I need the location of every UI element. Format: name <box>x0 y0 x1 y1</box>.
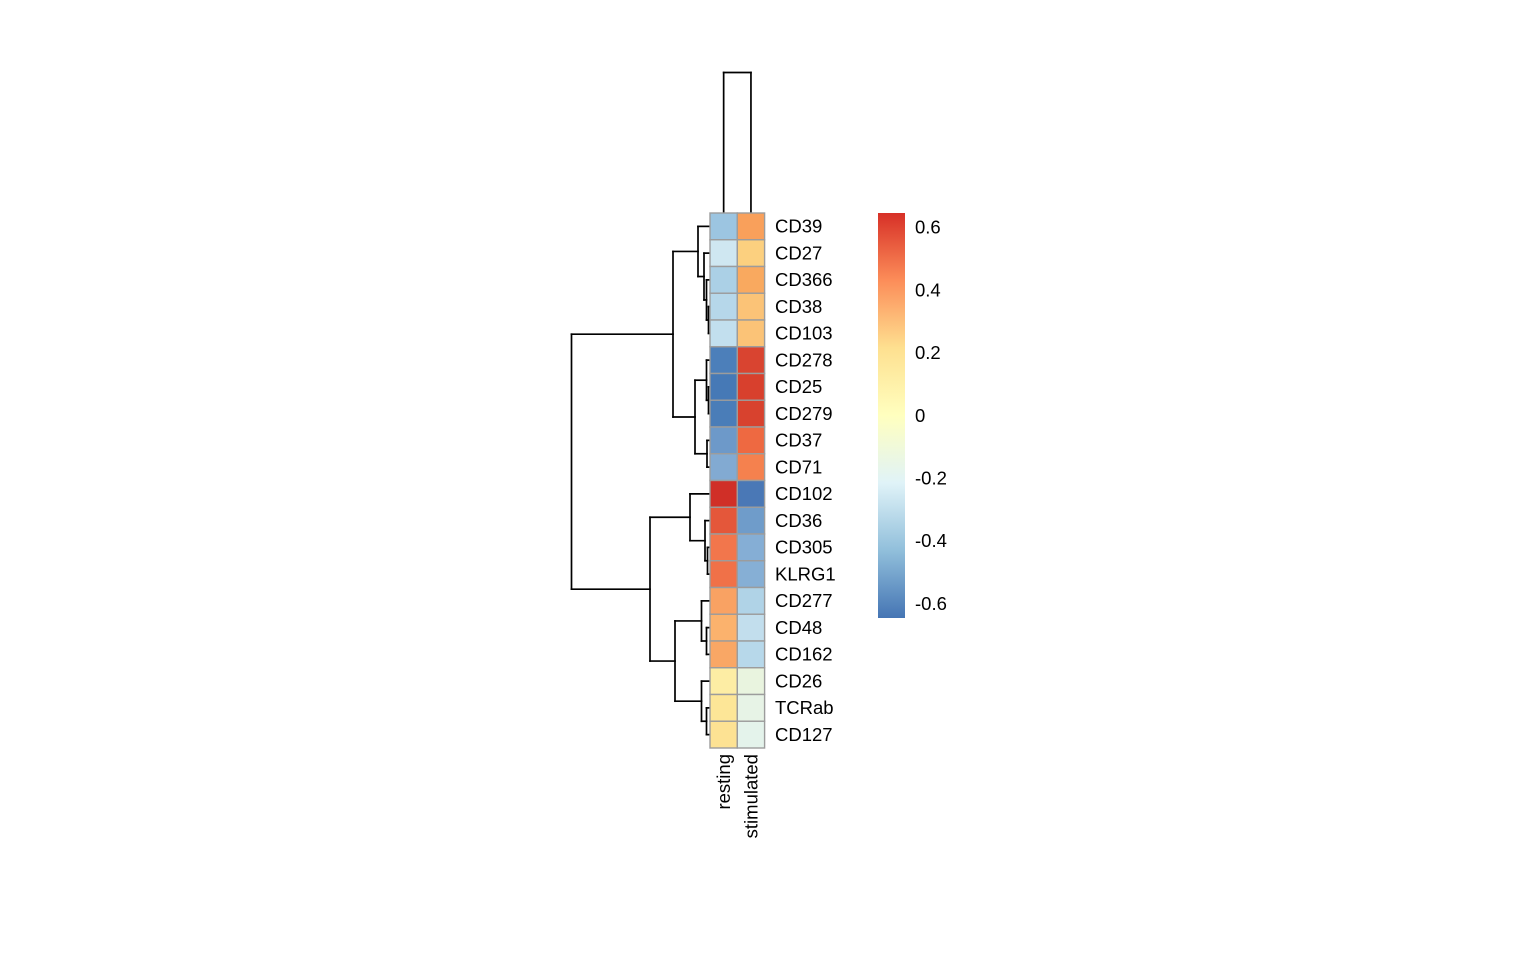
heatmap-cell-CD278-stimulated <box>736 346 766 375</box>
column-labels: resting stimulated <box>713 754 761 838</box>
row-label-CD366: CD366 <box>775 269 833 290</box>
heatmap-cell-CD48-resting <box>709 613 738 642</box>
row-dendrogram <box>570 225 711 736</box>
heatmap-cell-CD305-stimulated <box>736 533 766 562</box>
heatmap-cell-CD127-resting <box>709 720 738 749</box>
row-label-TCRab: TCRab <box>775 697 834 718</box>
heatmap-cell-CD366-stimulated <box>736 265 766 294</box>
row-label-CD37: CD37 <box>775 430 822 451</box>
colorbar-tick-label: -0.6 <box>915 593 947 614</box>
column-dendrogram <box>722 71 752 214</box>
heatmap-cell-CD277-resting <box>709 586 738 615</box>
heatmap-cell-CD103-resting <box>709 319 738 348</box>
row-label-CD25: CD25 <box>775 376 822 397</box>
heatmap-cell-CD37-stimulated <box>736 426 766 455</box>
colorbar-tick-label: 0.2 <box>915 342 941 363</box>
row-label-CD279: CD279 <box>775 403 833 424</box>
heatmap-cell-CD71-stimulated <box>736 453 766 482</box>
heatmap-cell-CD162-resting <box>709 640 738 669</box>
heatmap-cell-KLRG1-stimulated <box>736 560 766 589</box>
heatmap-cell-CD27-stimulated <box>736 239 766 268</box>
heatmap-cell-CD39-resting <box>709 212 738 241</box>
heatmap-cell-TCRab-resting <box>709 693 738 722</box>
colorbar-tick-label: 0.6 <box>915 217 941 238</box>
column-label-stimulated: stimulated <box>740 754 761 838</box>
heatmap-cell-KLRG1-resting <box>709 560 738 589</box>
heatmap-cell-CD48-stimulated <box>736 613 766 642</box>
row-label-CD38: CD38 <box>775 296 822 317</box>
heatmap-grid <box>709 212 766 749</box>
heatmap-cell-CD278-resting <box>709 346 738 375</box>
heatmap-cell-CD277-stimulated <box>736 586 766 615</box>
row-label-CD39: CD39 <box>775 216 822 237</box>
heatmap-cell-CD162-stimulated <box>736 640 766 669</box>
colorbar-tick-label: -0.2 <box>915 467 947 488</box>
heatmap-cell-CD38-resting <box>709 292 738 321</box>
colorbar-tick-label: 0.4 <box>915 279 941 300</box>
heatmap-cell-CD102-stimulated <box>736 479 766 508</box>
row-label-KLRG1: KLRG1 <box>775 563 836 584</box>
heatmap-cell-CD26-stimulated <box>736 667 766 696</box>
colorbar-tick-label: 0 <box>915 405 925 426</box>
heatmap-cell-CD38-stimulated <box>736 292 766 321</box>
row-label-CD103: CD103 <box>775 323 833 344</box>
row-label-CD277: CD277 <box>775 590 833 611</box>
row-label-CD71: CD71 <box>775 456 822 477</box>
row-labels: CD39 CD27 CD366 CD38 CD103 CD278 CD25 CD279 CD37… <box>775 216 836 745</box>
row-label-CD48: CD48 <box>775 617 822 638</box>
heatmap-cell-CD27-resting <box>709 239 738 268</box>
heatmap-cell-CD25-resting <box>709 372 738 401</box>
colorbar <box>878 213 905 618</box>
row-label-CD36: CD36 <box>775 510 822 531</box>
heatmap-cell-CD366-resting <box>709 265 738 294</box>
row-label-CD162: CD162 <box>775 644 833 665</box>
row-label-CD278: CD278 <box>775 349 833 370</box>
heatmap-cell-CD102-resting <box>709 479 738 508</box>
heatmap-cell-CD37-resting <box>709 426 738 455</box>
heatmap-cell-CD279-stimulated <box>736 399 766 428</box>
color-scale-legend: 0.6 0.4 0.2 0 -0.2 -0.4 -0.6 <box>878 213 947 618</box>
heatmap-cell-CD25-stimulated <box>736 372 766 401</box>
column-label-resting: resting <box>713 754 734 810</box>
heatmap-cell-CD103-stimulated <box>736 319 766 348</box>
row-label-CD102: CD102 <box>775 483 833 504</box>
colorbar-tick-label: -0.4 <box>915 530 947 551</box>
heatmap-cell-CD26-resting <box>709 667 738 696</box>
row-label-CD305: CD305 <box>775 537 833 558</box>
heatmap-cell-CD36-resting <box>709 506 738 535</box>
heatmap-cell-CD71-resting <box>709 453 738 482</box>
heatmap-cell-CD127-stimulated <box>736 720 766 749</box>
heatmap-cell-CD36-stimulated <box>736 506 766 535</box>
row-label-CD26: CD26 <box>775 670 822 691</box>
heatmap-cell-CD39-stimulated <box>736 212 766 241</box>
heatmap-cell-CD305-resting <box>709 533 738 562</box>
heatmap-cell-TCRab-stimulated <box>736 693 766 722</box>
row-label-CD27: CD27 <box>775 242 822 263</box>
row-label-CD127: CD127 <box>775 724 833 745</box>
heatmap-cell-CD279-resting <box>709 399 738 428</box>
